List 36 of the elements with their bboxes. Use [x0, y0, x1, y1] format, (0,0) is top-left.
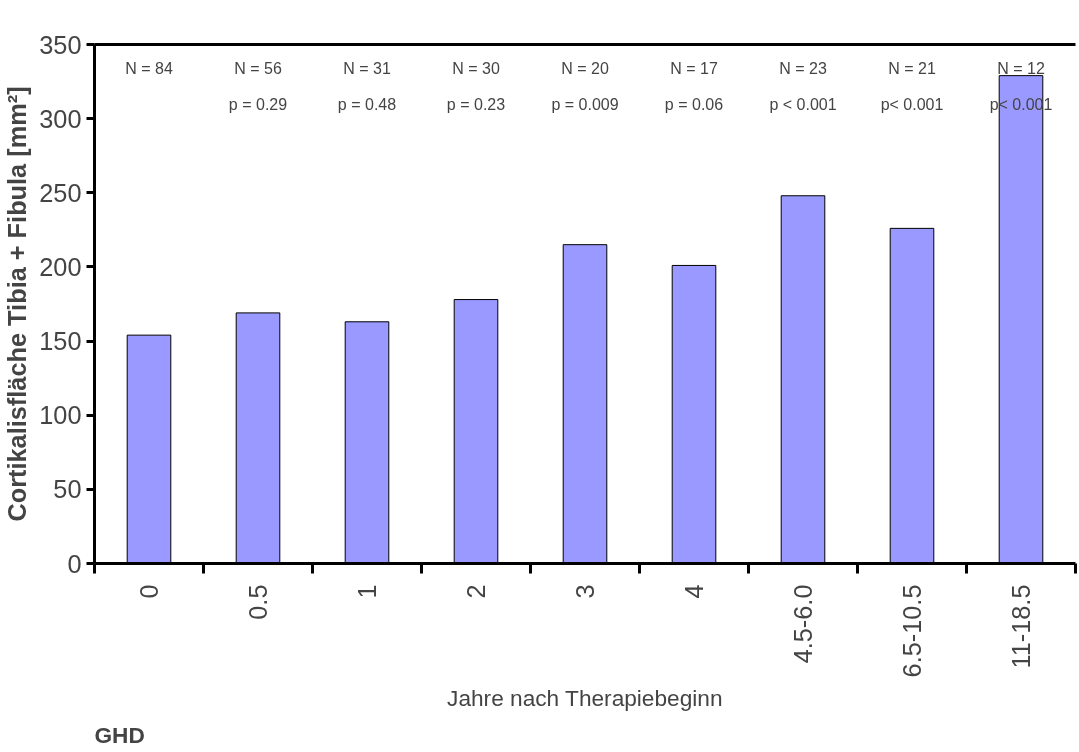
- x-tick-label: 4: [680, 584, 708, 599]
- x-tick-label: 0.5: [244, 584, 272, 620]
- y-tick-label: 50: [53, 475, 82, 504]
- x-tick-label: 3: [571, 584, 599, 599]
- annotation: p = 0.06: [664, 96, 724, 113]
- y-tick-label: 350: [39, 30, 82, 59]
- y-tick-label: 100: [39, 401, 82, 430]
- x-tick-label: 6.5-10.5: [898, 584, 926, 678]
- x-tick-label: 4.5-6.0: [789, 584, 817, 664]
- y-tick-label: 250: [39, 178, 82, 207]
- annotation: N = 21: [888, 60, 936, 77]
- annotation: p = 0.48: [337, 96, 397, 113]
- y-axis-title: Cortikalisfläche Tibia + Fibula [mm²]: [3, 86, 32, 522]
- x-tick-label: 11-18.5: [1007, 584, 1035, 669]
- annotation: p = 0.23: [446, 96, 506, 113]
- annotation: N = 56: [234, 60, 282, 77]
- text: GHD: [94, 721, 145, 748]
- y-tick-label: 200: [39, 252, 82, 281]
- annotation: p < 0.001: [769, 96, 837, 113]
- y-tick-label: 150: [39, 327, 82, 356]
- x-axis-title: Jahre nach Therapiebeginn: [447, 685, 723, 712]
- annotation: N = 30: [452, 60, 500, 77]
- annotation: N = 84: [125, 60, 173, 77]
- x-tick-label: 0: [135, 584, 163, 599]
- y-tick-label: 0: [67, 549, 82, 578]
- annotation: p = 0.29: [228, 96, 288, 113]
- y-tick-label: 300: [39, 104, 82, 133]
- annotation: N = 17: [670, 60, 718, 77]
- annotation: N = 20: [561, 60, 609, 77]
- annotation: p< 0.001: [880, 96, 944, 113]
- annotation: N = 12: [997, 60, 1045, 77]
- x-tick-label: 1: [353, 584, 381, 599]
- x-tick-label: 2: [462, 584, 490, 599]
- annotation: p = 0.009: [551, 96, 619, 113]
- annotation: N = 31: [343, 60, 391, 77]
- annotation: N = 23: [779, 60, 827, 77]
